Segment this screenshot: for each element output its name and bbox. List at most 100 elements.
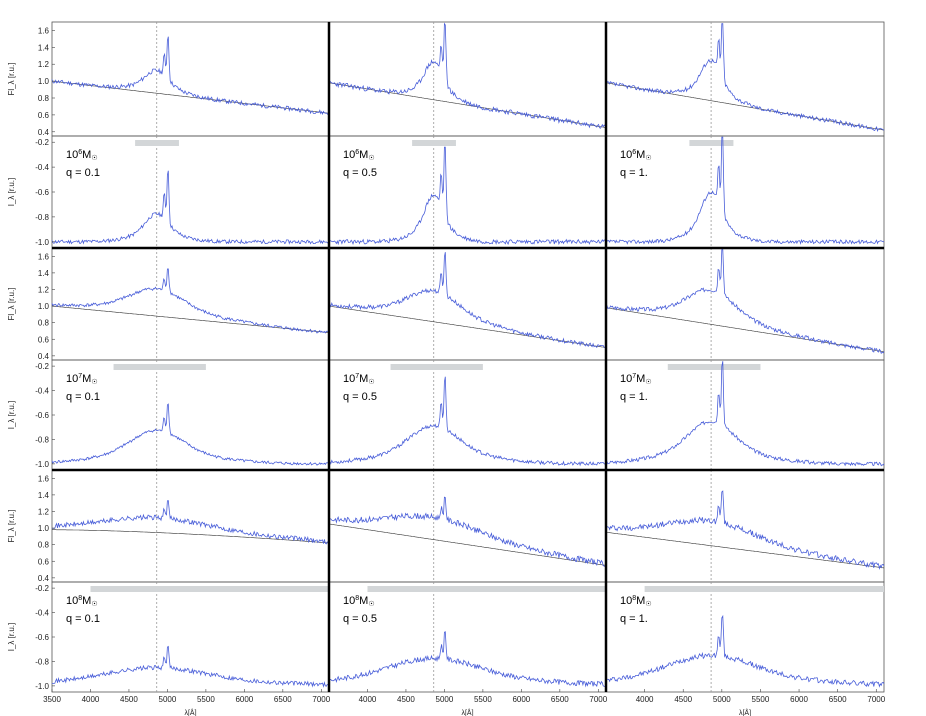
y-tick-label: 0.6 xyxy=(38,557,50,566)
x-tick-label: 3500 xyxy=(43,695,61,704)
panel-1: 106M☉ q = 0.1 0.4 0.6 0.8 1.0 1.2 1.4 1.6 -0.2 -0.… xyxy=(7,21,330,249)
index-spectrum xyxy=(51,403,330,466)
q-label: q = 0.1 xyxy=(66,167,100,179)
x-tick-label: 4500 xyxy=(674,695,692,704)
q-label: q = 1. xyxy=(620,167,648,179)
flux-frame xyxy=(51,21,330,137)
index-spectrum xyxy=(605,614,885,688)
y-tick-label: 0.8 xyxy=(38,319,50,328)
index-axis-label: I_λ [r.u.] xyxy=(7,623,16,651)
continuum-line xyxy=(328,305,607,348)
y-tick-label: 0.4 xyxy=(38,352,50,361)
mass-label: 106M☉ xyxy=(66,149,98,162)
index-spectrum xyxy=(328,631,607,688)
flux-frame xyxy=(51,469,330,583)
index-axis-label: I_λ [r.u.] xyxy=(7,401,16,429)
index-spectrum xyxy=(51,645,330,688)
x-tick-label: 4000 xyxy=(82,695,100,704)
y-tick-label: -0.2 xyxy=(35,138,49,147)
panel-4: 107M☉ q = 0.1 0.4 0.6 0.8 1.0 1.2 1.4 1.6 -0.2 -0.… xyxy=(7,247,330,471)
x-tick-label: 5000 xyxy=(436,695,454,704)
y-tick-label: -0.4 xyxy=(35,387,49,396)
y-tick-label: 1.0 xyxy=(38,302,50,311)
window-bar xyxy=(90,586,329,592)
flux-frame xyxy=(605,21,885,137)
y-tick-label: 0.8 xyxy=(38,94,50,103)
x-tick-label: 4500 xyxy=(120,695,138,704)
index-frame xyxy=(328,135,607,249)
index-frame xyxy=(605,359,885,471)
flux-frame xyxy=(605,247,885,361)
y-tick-label: -0.8 xyxy=(35,213,49,222)
x-tick-label: 4000 xyxy=(636,695,654,704)
q-label: q = 0.5 xyxy=(343,613,377,625)
mass-label: 108M☉ xyxy=(343,595,375,608)
flux-spectrum xyxy=(51,500,330,545)
mass-label: 106M☉ xyxy=(343,149,375,162)
continuum-line xyxy=(605,531,885,569)
mass-label: 108M☉ xyxy=(620,595,652,608)
flux-spectrum xyxy=(605,249,885,355)
flux-axis-label: Fl_λ [r.u.] xyxy=(7,288,16,321)
y-tick-label: -0.4 xyxy=(35,609,49,618)
flux-spectrum xyxy=(328,22,607,129)
window-bar xyxy=(667,364,761,370)
panel-9: 108M☉ q = 1. 4000 4500 5000 5500 6000 6500 7000 λ… xyxy=(605,469,886,716)
panel-6: 107M☉ q = 1. xyxy=(605,247,885,471)
y-tick-label: -0.4 xyxy=(35,163,49,172)
x-tick-label: 5000 xyxy=(713,695,731,704)
flux-frame xyxy=(328,21,607,137)
y-tick-label: -0.8 xyxy=(35,435,49,444)
x-tick-label: 4000 xyxy=(359,695,377,704)
x-tick-label: 6500 xyxy=(274,695,292,704)
x-tick-label: 6500 xyxy=(551,695,569,704)
x-axis-label: λ[Å] xyxy=(739,708,751,716)
q-label: q = 0.5 xyxy=(343,167,377,179)
q-label: q = 1. xyxy=(620,391,648,403)
x-tick-label: 5500 xyxy=(474,695,492,704)
continuum-line xyxy=(51,80,330,114)
index-frame xyxy=(328,581,607,693)
x-tick-label: 7000 xyxy=(867,695,885,704)
flux-spectrum xyxy=(51,268,330,334)
window-bar xyxy=(412,140,456,146)
x-tick-label: 5500 xyxy=(752,695,770,704)
flux-spectrum xyxy=(328,496,607,567)
index-spectrum xyxy=(605,361,885,467)
continuum-line xyxy=(605,82,885,131)
y-tick-label: -0.6 xyxy=(35,633,49,642)
index-spectrum xyxy=(328,146,607,246)
q-label: q = 0.5 xyxy=(343,391,377,403)
y-tick-label: 1.0 xyxy=(38,524,50,533)
flux-spectrum xyxy=(328,252,607,349)
panel-8: 108M☉ q = 0.5 4000 4500 5000 5500 6000 6500 7000… xyxy=(328,469,608,716)
q-label: q = 0.1 xyxy=(66,391,100,403)
index-axis-label: I_λ [r.u.] xyxy=(7,178,16,206)
mass-label: 106M☉ xyxy=(620,149,652,162)
index-frame xyxy=(51,359,330,471)
y-tick-label: -0.6 xyxy=(35,188,49,197)
window-bar xyxy=(689,140,734,146)
flux-axis-label: Fl_λ [r.u.] xyxy=(7,510,16,543)
x-axis-label: λ[Å] xyxy=(184,708,196,716)
x-axis-label: λ[Å] xyxy=(461,708,473,716)
continuum-line xyxy=(605,307,885,352)
q-label: q = 1. xyxy=(620,613,648,625)
y-tick-label: 1.4 xyxy=(38,491,50,500)
panel-5: 107M☉ q = 0.5 xyxy=(328,247,607,471)
window-bar xyxy=(367,586,606,592)
y-tick-label: 1.6 xyxy=(38,252,50,261)
x-tick-label: 6000 xyxy=(512,695,530,704)
y-tick-label: 1.6 xyxy=(38,26,50,35)
flux-spectrum xyxy=(605,23,885,133)
x-tick-label: 6500 xyxy=(829,695,847,704)
window-bar xyxy=(135,140,179,146)
window-bar xyxy=(390,364,483,370)
y-tick-label: 1.2 xyxy=(38,60,50,69)
x-tick-label: 6000 xyxy=(235,695,253,704)
x-tick-label: 7000 xyxy=(312,695,330,704)
x-tick-label: 6000 xyxy=(790,695,808,704)
index-spectrum xyxy=(605,136,885,245)
panel-7: 108M☉ q = 0.1 0.4 0.6 0.8 1.0 1.2 1.4 1.6 -0.2 -0.… xyxy=(7,469,331,716)
